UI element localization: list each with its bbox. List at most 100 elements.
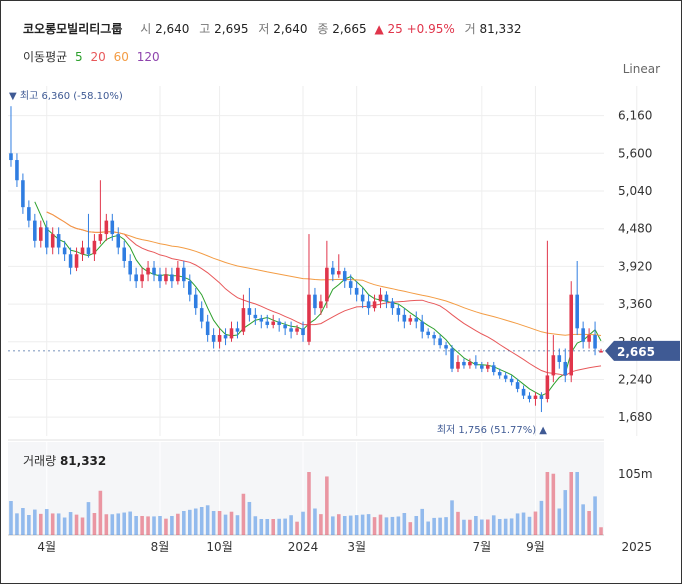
candle xyxy=(319,301,323,309)
ma20-line xyxy=(46,211,602,377)
volume-panel-title: 거래량 81,332 xyxy=(23,452,106,469)
ma60-line xyxy=(46,211,602,336)
candle xyxy=(474,361,478,366)
candle xyxy=(92,240,97,255)
candle xyxy=(438,338,442,346)
volume-bar xyxy=(170,516,174,535)
x-tick-label: 9월 xyxy=(526,540,545,554)
volume-value: 81,332 xyxy=(479,22,522,36)
candle xyxy=(325,267,329,302)
volume-bar xyxy=(301,511,305,535)
volume-bar xyxy=(9,501,13,535)
ma-60[interactable]: 60 xyxy=(113,50,129,64)
ma5-line xyxy=(34,201,602,397)
volume-bar xyxy=(533,511,538,535)
candle xyxy=(68,254,73,268)
candle xyxy=(247,308,252,315)
volume-bar xyxy=(265,519,270,535)
scale-mode-toggle[interactable]: Linear xyxy=(622,62,660,76)
volume-bar xyxy=(146,516,150,535)
x-tick-label: 8월 xyxy=(151,540,170,554)
volume-bar xyxy=(599,527,603,535)
ma-5[interactable]: 5 xyxy=(75,50,83,64)
volume-bar xyxy=(211,511,216,535)
volume-bar xyxy=(563,490,568,535)
volume-bar xyxy=(527,516,532,535)
candle xyxy=(396,308,401,315)
volume-bar xyxy=(420,508,425,535)
volume-bar xyxy=(295,521,299,535)
candle xyxy=(432,335,436,339)
volume-bar xyxy=(587,511,591,535)
volume-bar xyxy=(187,509,192,535)
candle xyxy=(563,361,568,376)
candle xyxy=(354,287,359,295)
y-tick-label: 4,480 xyxy=(618,222,652,236)
candle xyxy=(205,321,210,336)
volume-bar xyxy=(468,519,472,535)
candle xyxy=(295,328,299,332)
ma-20[interactable]: 20 xyxy=(90,50,106,64)
candle xyxy=(187,281,192,295)
volume-bar xyxy=(384,517,389,535)
candle xyxy=(372,301,377,309)
y-tick-label: 3,360 xyxy=(618,297,652,311)
volume-bar xyxy=(277,518,281,535)
candle xyxy=(301,328,305,336)
price-header: 코오롱모빌리티그룹 시 2,640 고 2,695 저 2,640 종 2,66… xyxy=(23,20,521,37)
volume-bar xyxy=(521,512,526,535)
y-tick-label: 5,600 xyxy=(618,146,652,160)
volume-bar xyxy=(259,519,264,535)
candle xyxy=(86,247,91,255)
x-tick-label: 7월 xyxy=(472,540,491,554)
volume-axis-label: 105m xyxy=(618,467,653,481)
volume-bar xyxy=(50,513,55,535)
volume-bar xyxy=(432,517,436,535)
candle xyxy=(503,375,508,379)
candle xyxy=(241,308,246,332)
candle xyxy=(557,355,562,362)
candle xyxy=(336,271,341,275)
volume-label: 거 xyxy=(464,22,476,36)
candle xyxy=(146,267,150,275)
candle xyxy=(402,314,407,322)
close-value: 2,665 xyxy=(332,22,367,36)
volume-bar xyxy=(27,515,31,535)
candle xyxy=(426,331,430,336)
candle xyxy=(331,267,335,275)
candle xyxy=(259,318,264,322)
volume-bar xyxy=(414,516,419,535)
candle xyxy=(277,321,281,325)
candle xyxy=(199,308,204,322)
volume-bar xyxy=(402,513,407,535)
volume-bar xyxy=(92,513,97,535)
volume-bar xyxy=(15,513,19,535)
volume-bar xyxy=(253,516,258,535)
candle xyxy=(134,274,138,282)
candle xyxy=(551,355,556,376)
volume-bar xyxy=(474,516,478,535)
volume-bar xyxy=(372,517,377,535)
volume-bar xyxy=(223,514,228,535)
candle xyxy=(98,234,103,241)
candle xyxy=(307,294,311,342)
candle xyxy=(593,335,597,349)
candle xyxy=(15,160,19,181)
candle xyxy=(122,247,127,261)
candle xyxy=(515,382,520,389)
candle xyxy=(581,328,585,342)
candle xyxy=(480,365,484,369)
candle xyxy=(27,207,31,221)
volume-bar xyxy=(134,516,138,535)
volume-bar xyxy=(331,516,335,535)
ma-120[interactable]: 120 xyxy=(136,50,160,64)
volume-bar xyxy=(408,522,413,535)
volume-bar xyxy=(551,473,556,535)
candle xyxy=(491,365,496,373)
volume-bar xyxy=(80,517,85,535)
volume-bar xyxy=(366,514,371,535)
candle xyxy=(342,271,347,282)
candle xyxy=(313,294,317,309)
min-price-annotation: 최저 1,756 (51.77%) ▲ xyxy=(437,424,547,436)
